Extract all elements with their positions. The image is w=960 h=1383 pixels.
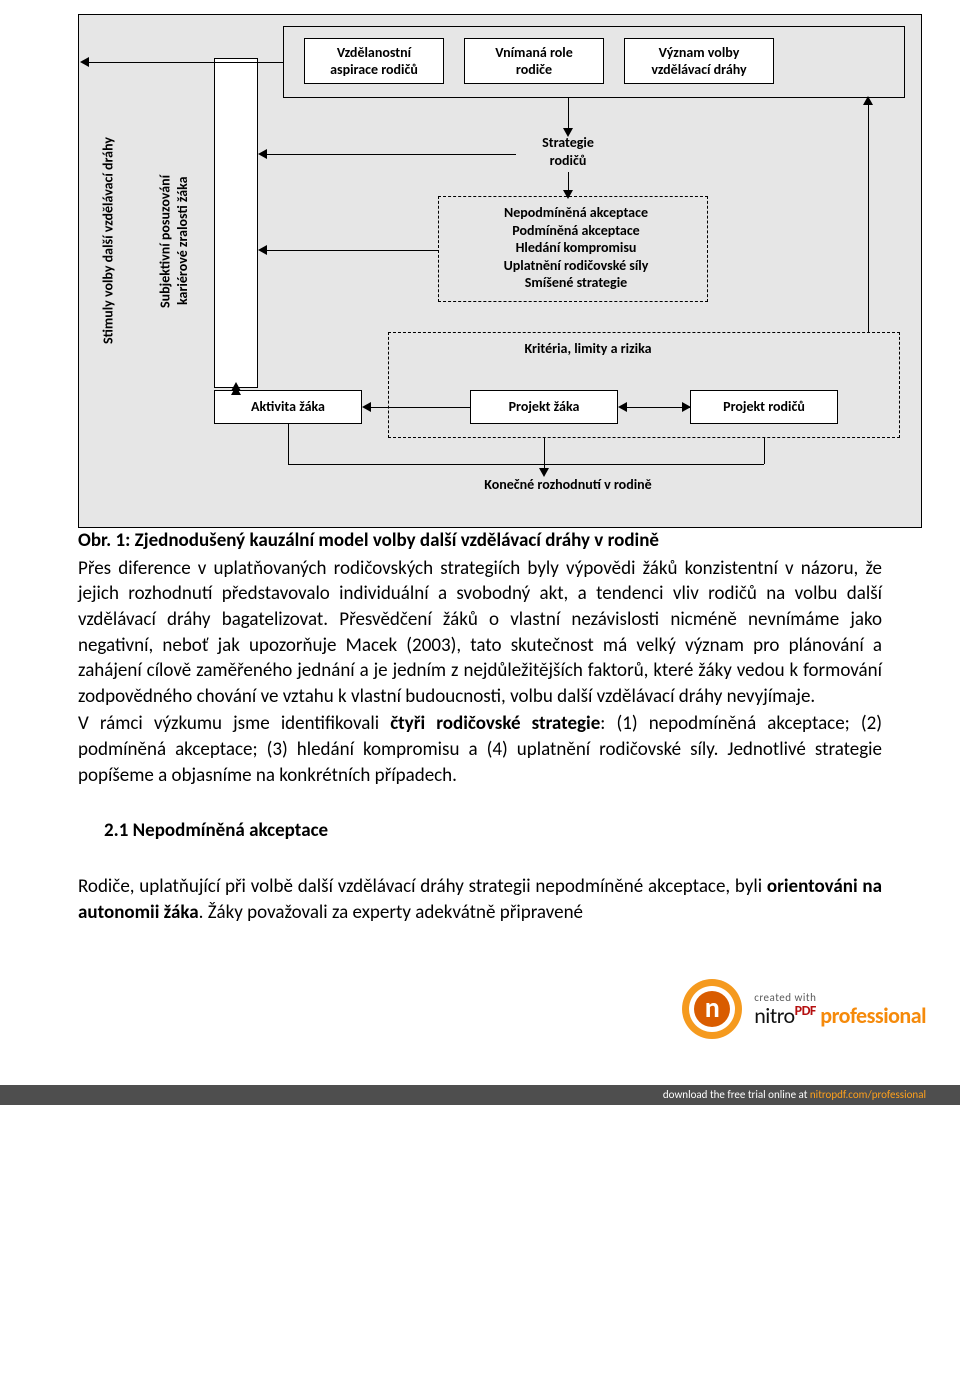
section-heading: 2.1 Nepodmíněná akceptace [104, 819, 328, 842]
label-kriteria: Kritéria, limity a rizika [478, 340, 698, 358]
label-strategies-list: Nepodmíněná akceptace Podmíněná akceptac… [458, 204, 694, 292]
node-aspirace: Vzdělanostní aspirace rodičů [304, 38, 444, 84]
label-stimuly: Stimuly volby další vzdělávací dráhy [90, 96, 126, 386]
node-role: Vnímaná role rodiče [464, 38, 604, 84]
nitro-logo-icon: n [682, 979, 742, 1039]
page: Vzdělanostní aspirace rodičů Vnímaná rol… [0, 14, 960, 1079]
node-vyznam: Význam volby vzdělávací dráhy [624, 38, 774, 84]
node-projekt-rodicu: Projekt rodičů [690, 390, 838, 424]
figure-caption: Obr. 1: Zjednodušený kauzální model volb… [78, 529, 659, 552]
node-subjekt-box [214, 58, 258, 388]
nitro-footer-bar: download the free trial online at nitrop… [0, 1085, 960, 1105]
nitro-watermark: n created with nitroPDF professional [0, 979, 960, 1039]
nitro-text: created with nitroPDF professional [754, 992, 926, 1027]
paragraph-3: Rodiče, uplatňující při volbě další vzdě… [78, 874, 882, 925]
node-projekt-zaka: Projekt žáka [470, 390, 618, 424]
diagram-flowchart: Vzdělanostní aspirace rodičů Vnímaná rol… [78, 14, 922, 528]
label-strategie: Strategie rodičů [518, 134, 618, 169]
body-text: Obr. 1: Zjednodušený kauzální model volb… [78, 528, 882, 925]
paragraph-1: Přes diference v uplatňovaných rodičovsk… [78, 556, 882, 710]
paragraph-2: V rámci výzkumu jsme identifikovali čtyř… [78, 711, 882, 788]
node-aktivita: Aktivita žáka [214, 390, 362, 424]
label-konecne: Konečné rozhodnutí v rodině [448, 476, 688, 494]
label-subjektivni: Subjektivní posuzování kariérové zralost… [156, 96, 192, 386]
